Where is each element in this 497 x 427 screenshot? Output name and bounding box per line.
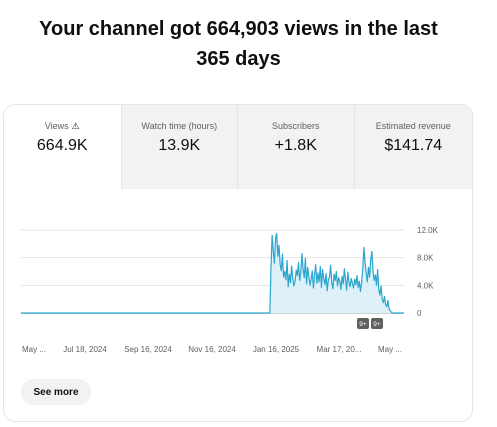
views-line — [21, 232, 404, 314]
marker-badge-label: 9+ — [373, 321, 381, 328]
analytics-card: Views ⚠ 664.9K Watch time (hours) 13.9K S… — [3, 104, 473, 422]
views-chart-svg: 12.0K 8.0K 4.0K 0 9+ 9+ May ... Jul 18, 2024 Sep… — [21, 226, 439, 354]
x-tick-label: May ... — [378, 345, 402, 354]
y-tick-label: 4.0K — [417, 281, 434, 290]
metric-label: Subscribers — [271, 121, 320, 131]
metric-value: 13.9K — [158, 137, 201, 154]
see-more-button[interactable]: See more — [21, 379, 91, 405]
marker-badge-label: 9+ — [359, 321, 367, 328]
metric-tab-watch-time[interactable]: Watch time (hours) 13.9K — [120, 105, 237, 189]
y-tick-label: 12.0K — [417, 226, 439, 235]
metric-label: Watch time (hours) — [141, 121, 218, 131]
headline-line-1: Your channel got 664,903 views in the la… — [39, 18, 438, 40]
y-tick-label: 0 — [417, 309, 422, 318]
metric-tab-subscribers[interactable]: Subscribers +1.8K — [237, 105, 354, 189]
metrics-tabs: Views ⚠ 664.9K Watch time (hours) 13.9K S… — [4, 105, 472, 189]
metric-value: +1.8K — [274, 137, 317, 154]
x-tick-label: Sep 16, 2024 — [124, 345, 172, 354]
headline-line-2: 365 days — [196, 48, 281, 70]
warning-triangle-icon[interactable]: ⚠ — [71, 121, 80, 131]
x-tick-label: Nov 16, 2024 — [188, 345, 236, 354]
views-area — [21, 233, 404, 313]
metric-value: $141.74 — [384, 137, 443, 154]
metric-value: 664.9K — [36, 137, 88, 154]
x-tick-label: Mar 17, 20... — [317, 345, 362, 354]
page-headline: Your channel got 664,903 views in the la… — [0, 14, 477, 74]
metric-label: Views — [44, 121, 69, 131]
metric-tab-views[interactable]: Views ⚠ 664.9K — [4, 105, 121, 189]
views-chart[interactable]: 12.0K 8.0K 4.0K 0 9+ 9+ May ... Jul 18, 2024 Sep… — [4, 189, 472, 359]
metric-label: Estimated revenue — [375, 121, 451, 131]
x-tick-label: May ... — [22, 345, 46, 354]
y-tick-label: 8.0K — [417, 254, 434, 263]
marker-badge — [357, 318, 369, 329]
x-tick-label: Jan 16, 2025 — [253, 345, 300, 354]
metric-tab-revenue[interactable]: Estimated revenue $141.74 — [353, 105, 472, 189]
marker-badge — [371, 318, 383, 329]
x-tick-label: Jul 18, 2024 — [63, 345, 107, 354]
